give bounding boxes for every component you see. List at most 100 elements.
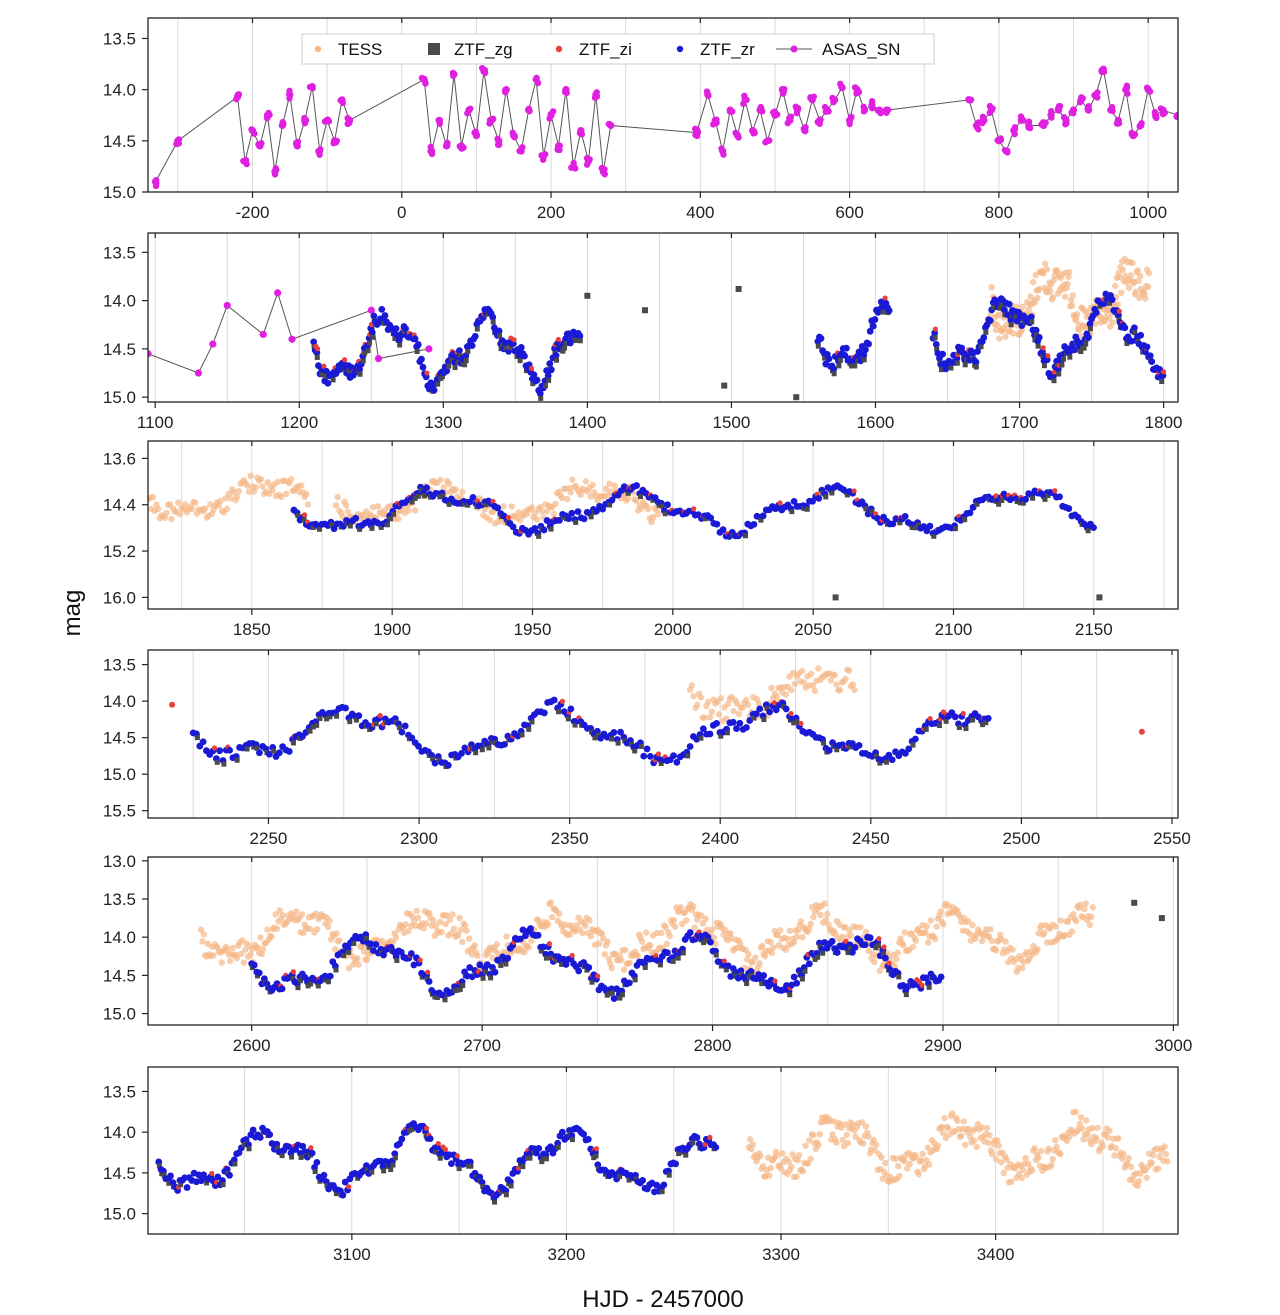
ztf-zr-point <box>736 719 744 727</box>
tess-point <box>1031 299 1039 307</box>
tess-point <box>994 1137 1001 1144</box>
ztf-zg-point <box>1078 349 1084 355</box>
y-tick-label: 14.0 <box>103 81 136 100</box>
ztf-zr-point <box>825 746 833 754</box>
ztf-zg-point <box>271 748 277 754</box>
ztf-zg-point <box>609 990 615 996</box>
asas-sn-point <box>1152 113 1159 121</box>
ztf-zr-point <box>633 482 641 489</box>
tess-point <box>891 963 899 970</box>
ztf-zg-point <box>496 333 502 339</box>
tess-point <box>663 940 671 948</box>
ztf-zr-point <box>790 497 798 505</box>
ztf-zg-point <box>555 709 561 715</box>
legend-box <box>301 33 935 65</box>
y-tick-label: 13.5 <box>103 656 136 675</box>
ztf-zg-point <box>1029 319 1035 325</box>
tess-point <box>1144 283 1152 291</box>
ztf-zg-point <box>365 348 371 354</box>
ztf-zr-point <box>425 978 433 985</box>
ztf-zg-point <box>414 348 420 354</box>
tess-point <box>857 924 864 931</box>
ztf-zg-point <box>962 517 968 523</box>
tess-point <box>811 687 818 695</box>
ztf-zg-point <box>440 493 446 499</box>
ztf-zg-point <box>997 305 1003 311</box>
ztf-zg-point <box>844 492 850 498</box>
ztf-zr-point <box>380 951 387 959</box>
tess-point <box>188 505 195 513</box>
tess-point <box>1134 267 1141 274</box>
tess-point <box>912 937 919 944</box>
tess-point <box>735 710 743 718</box>
tess-point <box>1125 284 1133 291</box>
plot-frame <box>147 232 1179 403</box>
ztf-zr-point <box>476 961 484 969</box>
x-tick-label: 2800 <box>694 1036 732 1055</box>
ztf-zr-point <box>1056 493 1063 501</box>
asas-sn-point <box>502 86 509 94</box>
legend-label-asas_sn: ASAS_SN <box>822 40 900 59</box>
tess-point <box>1093 1135 1100 1142</box>
ztf-zr-point <box>468 342 476 350</box>
ztf-zg-point <box>1030 495 1036 501</box>
tess-point <box>849 681 856 688</box>
ztf-zg-point <box>948 365 954 371</box>
ztf-zg-point <box>483 502 489 508</box>
ztf-zg-point <box>912 525 918 531</box>
asas-sn-point <box>495 141 503 148</box>
tess-point <box>649 513 657 521</box>
ztf-zg-point <box>396 725 402 731</box>
ztf-zi-point <box>377 713 383 719</box>
y-tick-label: 14.4 <box>103 496 136 515</box>
x-tick-label: 1800 <box>1145 413 1183 432</box>
tess-point <box>1061 293 1069 300</box>
tess-point <box>938 1123 946 1131</box>
ztf-zr-point <box>339 1191 347 1199</box>
ztf-zr-point <box>932 340 940 348</box>
ztf-zr-point <box>1007 316 1015 324</box>
asas-sn-point <box>874 107 882 114</box>
tess-point <box>324 923 332 931</box>
tess-point <box>958 1132 965 1140</box>
ztf-zr-point <box>712 1143 720 1151</box>
x-tick-label: 3300 <box>762 1245 800 1264</box>
ztf-zr-point <box>509 523 517 531</box>
x-tick-label: 1100 <box>137 413 174 432</box>
y-tick-label: 14.0 <box>103 1123 136 1142</box>
ztf-zg-point <box>317 715 323 721</box>
tess-point <box>1003 1156 1010 1163</box>
asas-sn-point <box>427 148 434 155</box>
tess-point <box>767 1164 774 1172</box>
tess-point <box>547 899 554 906</box>
tess-point <box>830 1118 838 1125</box>
asas-sn-point <box>486 120 493 127</box>
ztf-zg-point <box>970 717 976 723</box>
tess-point <box>815 665 822 672</box>
tess-point <box>802 1142 809 1149</box>
ztf-zg-point <box>369 525 375 531</box>
ztf-zg-point <box>1051 378 1057 384</box>
tess-point <box>986 1132 993 1139</box>
ztf-zg-point <box>626 1177 632 1183</box>
x-tick-label: 2600 <box>233 1036 271 1055</box>
ztf-zg-point <box>829 490 835 496</box>
ztf-zi-point <box>490 498 496 505</box>
asas-sn-point <box>1157 105 1165 112</box>
asas-sn-point <box>868 97 876 105</box>
tess-point <box>873 1141 880 1148</box>
tess-point <box>450 925 458 932</box>
tess-point <box>354 955 361 962</box>
tess-point <box>1132 288 1140 295</box>
ztf-zr-point <box>752 710 760 718</box>
ztf-zg-point <box>517 358 523 364</box>
tess-point <box>624 494 632 502</box>
ztf-zg-point <box>307 728 313 734</box>
ztf-zr-point <box>772 706 780 714</box>
tess-point <box>438 928 445 936</box>
ztf-zg-point <box>554 357 560 363</box>
asas-sn-point <box>719 147 726 155</box>
tess-point <box>436 918 444 926</box>
tess-point <box>452 486 459 493</box>
ztf-zr-point <box>370 312 378 320</box>
